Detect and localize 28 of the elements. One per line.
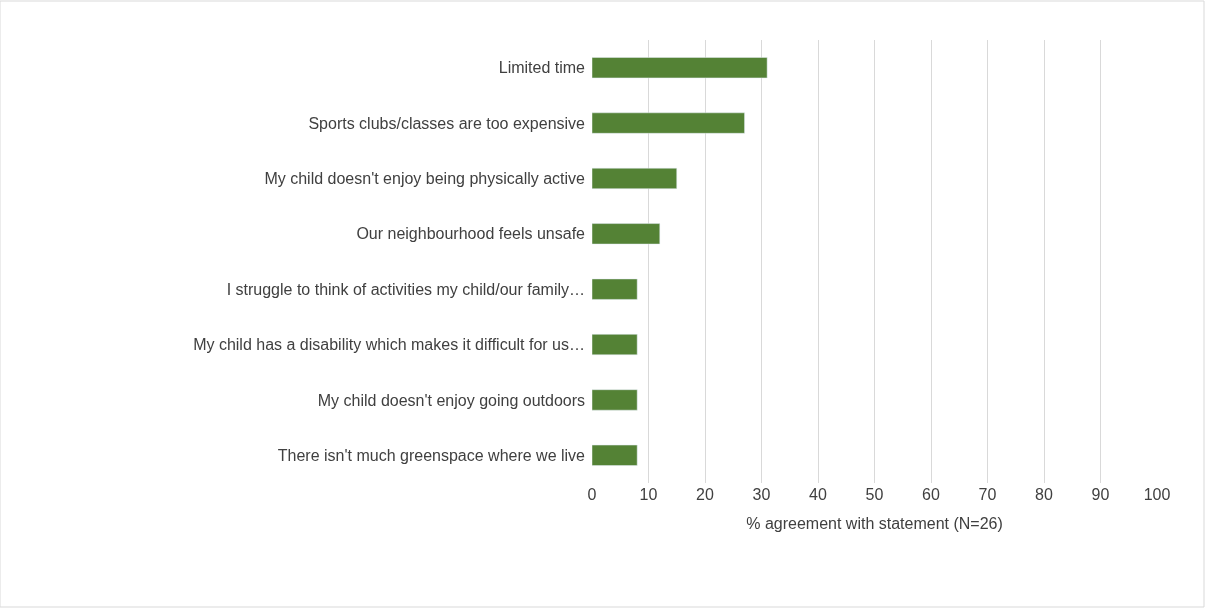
x-tick-label: 100 — [1143, 486, 1171, 503]
x-tick-label: 90 — [1091, 486, 1110, 503]
bar — [592, 167, 677, 189]
y-tick-label: My child doesn't enjoy being physically active — [264, 170, 586, 188]
x-tick-label: 10 — [639, 486, 658, 503]
bar — [592, 444, 638, 466]
y-tick-label: My child has a disability which makes it difficult for us… — [193, 336, 585, 354]
bar — [592, 223, 661, 245]
x-tick-label: 50 — [865, 486, 884, 503]
y-tick-label: There isn't much greenspace where we live — [277, 446, 586, 464]
bar — [592, 57, 768, 79]
x-axis-title: % agreement with statement (N=26) — [746, 514, 1003, 532]
y-tick-label: Sports clubs/classes are too expensive — [308, 114, 586, 132]
y-tick-label: Our neighbourhood feels unsafe — [356, 225, 586, 243]
bar — [592, 112, 745, 134]
bar — [592, 334, 638, 356]
x-tick-label: 70 — [978, 486, 997, 503]
y-tick-label: I struggle to think of activities my child/our family… — [226, 280, 585, 298]
x-tick-label: 0 — [587, 486, 597, 503]
y-tick-label: Limited time — [498, 59, 586, 77]
x-tick-label: 30 — [752, 486, 771, 503]
x-tick-label: 60 — [922, 486, 940, 503]
x-tick-label: 20 — [696, 486, 714, 503]
bar — [592, 389, 638, 411]
y-tick-label: My child doesn't enjoy going outdoors — [317, 391, 585, 409]
x-tick-label: 80 — [1035, 486, 1053, 503]
bar — [592, 278, 638, 300]
x-tick-label: 40 — [809, 486, 827, 503]
